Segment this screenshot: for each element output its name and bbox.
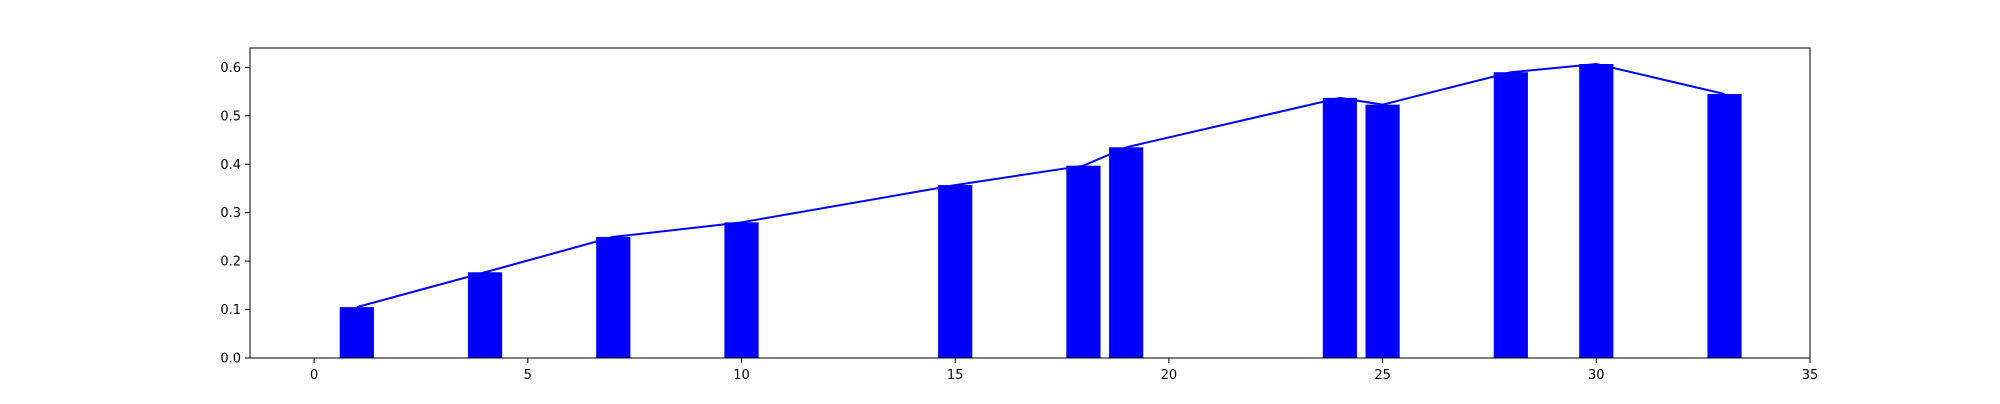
x-tick-label: 25 [1374,368,1391,383]
bars-layer [339,63,1742,359]
bar [1365,104,1400,358]
x-tick-label: 0 [310,368,318,383]
x-tick-label: 35 [1802,368,1819,383]
axes-layer: 0 5 10 15 20 25 30 35 0.0 0.1 0.2 0.3 0.4 0.5 0.6 [220,47,1819,383]
x-tick-label: 20 [1161,368,1178,383]
bar [339,307,374,358]
bar [1066,165,1101,358]
y-tick-label: 0.0 [220,352,241,367]
bar [467,272,503,358]
bar [938,185,973,358]
bar [596,236,631,358]
x-tick-label: 5 [524,368,532,383]
x-tick-label: 30 [1588,368,1605,383]
x-tick-label: 15 [947,368,964,383]
bar [724,222,759,358]
series-line [356,62,1725,309]
y-tick-label: 0.3 [220,206,241,221]
y-tick-label: 0.4 [220,158,241,173]
y-tick-label: 0.5 [220,109,241,124]
bar [1322,97,1357,358]
y-tick-label: 0.6 [220,61,241,76]
x-tick-label: 10 [733,368,750,383]
y-tick-label: 0.2 [220,255,241,270]
bar [1579,63,1614,358]
bar [1493,72,1528,358]
line-layer [356,62,1725,309]
bar [1109,147,1144,358]
bar [1707,94,1742,359]
plot-frame [249,47,1811,359]
y-tick-label: 0.1 [220,303,241,318]
